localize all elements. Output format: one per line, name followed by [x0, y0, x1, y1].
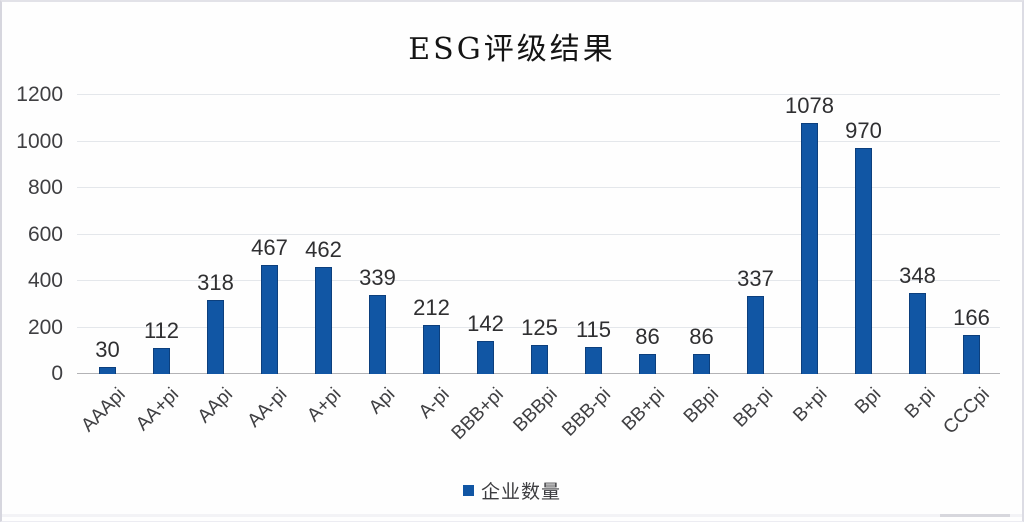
x-tick-label: Bpi [851, 384, 886, 419]
bar-BBB+pi [477, 341, 494, 374]
x-tick-label: Api [365, 384, 400, 419]
gridline [77, 94, 1000, 95]
bar-BBB-pi [585, 347, 602, 374]
bar-BB+pi [639, 354, 656, 374]
y-tick-label: 200 [27, 315, 63, 339]
bar-B-pi [909, 293, 926, 374]
bar-AA-pi [261, 265, 278, 374]
bar-Api [369, 295, 386, 374]
bar-value-label: 142 [467, 311, 504, 336]
plot-area: 30 112 318 467 462 339 212 142 125 115 86 86 337 1078… [77, 93, 1000, 374]
bar-AAApi [99, 367, 116, 374]
x-tick-label: AA-pi [243, 384, 292, 432]
gridline [77, 140, 1000, 142]
y-tick-label: 600 [27, 222, 63, 246]
x-tick-label: B+pi [789, 384, 832, 427]
bar-A+pi [315, 266, 332, 374]
gridline [77, 187, 1000, 188]
x-tick-label: BB-pi [729, 384, 778, 432]
bar-value-label: 30 [95, 337, 120, 363]
bar-value-label: 467 [251, 235, 288, 261]
bar-value-label: 348 [899, 263, 936, 289]
bar-value-label: 86 [689, 324, 714, 350]
bar-value-label: 86 [635, 324, 660, 350]
horizontal-scrollbar[interactable] [2, 514, 1022, 517]
bar-AA+pi [153, 347, 170, 374]
horizontal-scrollbar-thumb[interactable] [940, 514, 1010, 517]
bar-BBBpi [531, 344, 548, 374]
bar-value-label: 337 [737, 265, 774, 291]
bar-value-label: 115 [575, 317, 612, 343]
bar-value-label: 318 [197, 270, 234, 296]
x-tick-label: BBBpi [509, 384, 562, 437]
bar-value-label: 112 [143, 317, 180, 343]
bar-BBpi [693, 354, 710, 374]
x-tick-label: AA+pi [132, 384, 184, 436]
x-tick-label: AApi [194, 384, 238, 428]
x-tick-label: B-pi [900, 384, 940, 423]
bar-BB-pi [747, 295, 764, 374]
bar-value-label: 970 [845, 118, 882, 144]
y-axis-labels: 0 200 400 600 800 1000 1200 [0, 84, 63, 385]
bar-value-label: 166 [953, 305, 990, 331]
x-tick-label: BBB-pi [558, 384, 616, 441]
bar-CCCpi [963, 335, 980, 374]
legend-label: 企业数量 [480, 481, 561, 503]
x-axis-labels: AAApi AA+pi AApi AA-pi A+pi Api A-pi BBB+pi BBBp… [0, 374, 1024, 464]
legend-swatch-icon [462, 484, 474, 496]
bar-Bpi [855, 148, 872, 374]
legend: 企业数量 [0, 478, 1024, 503]
y-tick-label: 1200 [16, 83, 63, 106]
x-tick-label: BB+pi [618, 384, 670, 436]
x-tick-label: BBpi [680, 384, 724, 428]
x-tick-label: CCCpi [938, 384, 994, 439]
bar-A-pi [423, 324, 440, 374]
gridline [77, 233, 1000, 235]
y-tick-label: 800 [27, 176, 63, 199]
bar-value-label: 339 [359, 265, 396, 291]
x-tick-label: A+pi [303, 384, 346, 427]
bar-value-label: 212 [413, 294, 450, 320]
chart-title: ESG评级结果 [408, 32, 616, 67]
y-tick-label: 1000 [16, 129, 63, 153]
bar-value-label: 1078 [785, 93, 834, 119]
x-tick-label: AAApi [77, 384, 130, 437]
x-tick-label: A-pi [414, 384, 454, 423]
bar-AApi [207, 300, 224, 374]
bar-value-label: 125 [521, 314, 558, 340]
bar-B+pi [801, 123, 818, 374]
gridline [77, 280, 1000, 281]
y-tick-label: 0 [51, 362, 63, 385]
y-tick-label: 400 [27, 269, 63, 292]
bar-value-label: 462 [305, 236, 342, 262]
x-tick-label: BBB+pi [447, 384, 508, 445]
gridline [77, 326, 1000, 328]
